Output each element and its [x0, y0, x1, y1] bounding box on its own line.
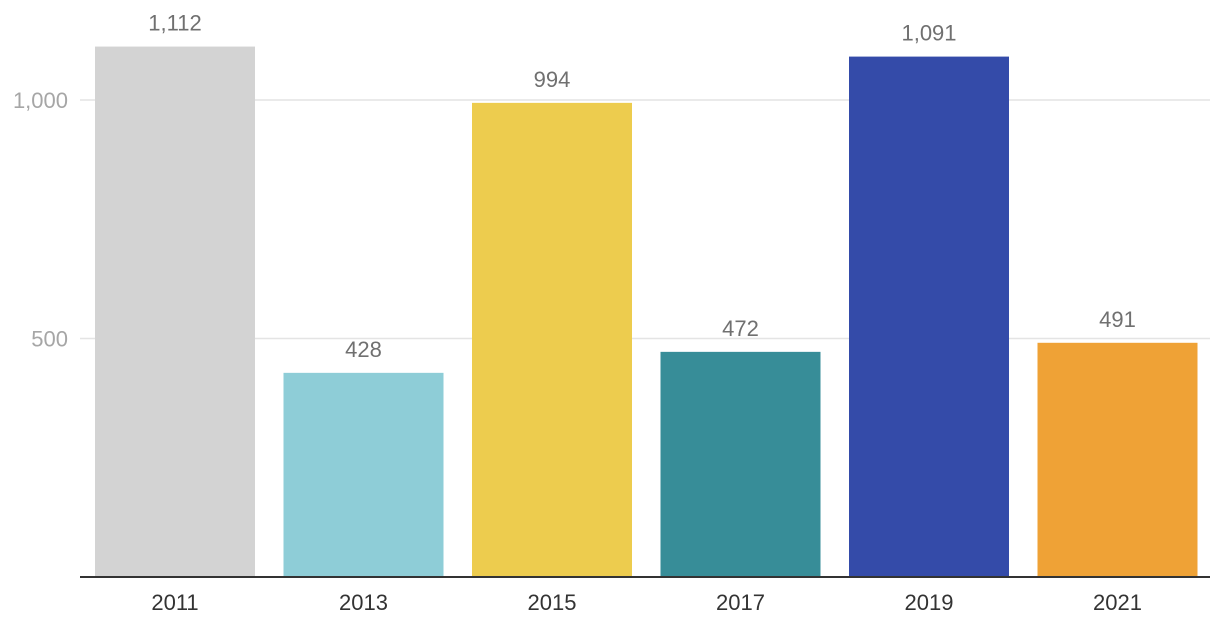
category-labels: 2011 2013 2015 2017 2019 2021	[151, 590, 1142, 615]
data-labels: 1,112 428 994 472 1,091 491	[148, 11, 1136, 362]
category-label-2015: 2015	[528, 590, 577, 615]
bar-2013	[283, 372, 444, 577]
data-label-2017: 472	[722, 316, 759, 341]
data-label-2011: 1,112	[148, 11, 201, 36]
y-tick-label: 500	[31, 327, 68, 352]
category-label-2013: 2013	[339, 590, 388, 615]
data-label-2019: 1,091	[901, 21, 956, 46]
category-label-2017: 2017	[716, 590, 765, 615]
bar-2011	[95, 46, 255, 578]
data-label-2021: 491	[1099, 307, 1136, 332]
data-label-2015: 994	[534, 67, 571, 92]
grid-lines	[80, 99, 1210, 340]
bar-2021	[1037, 342, 1198, 577]
bar-2015	[472, 102, 632, 577]
category-label-2019: 2019	[905, 590, 954, 615]
y-tick-labels: 500 1,000	[13, 88, 68, 352]
bar-2019	[849, 56, 1009, 577]
bar-2017	[660, 351, 821, 577]
y-tick-label: 1,000	[13, 88, 68, 113]
category-label-2011: 2011	[151, 590, 198, 615]
data-label-2013: 428	[345, 337, 382, 362]
category-label-2021: 2021	[1093, 590, 1142, 615]
bars	[95, 46, 1198, 578]
